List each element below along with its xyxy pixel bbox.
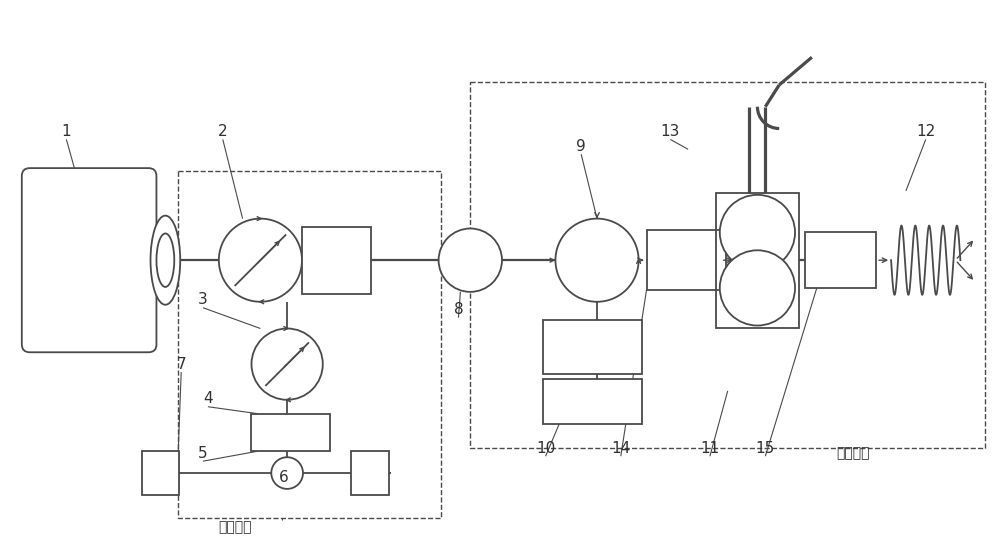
Ellipse shape bbox=[151, 215, 180, 305]
Bar bbox=[251, 413, 330, 451]
Text: 8: 8 bbox=[454, 302, 463, 317]
Bar bbox=[302, 227, 371, 294]
Bar bbox=[647, 230, 726, 290]
Text: 12: 12 bbox=[916, 124, 935, 139]
Circle shape bbox=[219, 219, 302, 302]
Circle shape bbox=[720, 195, 795, 270]
Text: 4: 4 bbox=[203, 391, 213, 406]
Text: 13: 13 bbox=[661, 124, 680, 139]
Bar bbox=[178, 171, 441, 518]
Text: 6: 6 bbox=[279, 470, 289, 485]
Circle shape bbox=[439, 229, 502, 292]
Text: 抛雪系统: 抛雪系统 bbox=[837, 446, 870, 460]
Text: 14: 14 bbox=[611, 441, 630, 456]
Text: 行走系统: 行走系统 bbox=[218, 521, 251, 535]
Bar bbox=[716, 193, 799, 328]
Bar bbox=[142, 451, 179, 495]
Circle shape bbox=[720, 251, 795, 325]
Bar bbox=[470, 82, 985, 448]
FancyBboxPatch shape bbox=[22, 168, 156, 352]
Text: 7: 7 bbox=[176, 357, 186, 372]
Bar bbox=[543, 379, 642, 424]
Text: 11: 11 bbox=[700, 441, 720, 456]
Circle shape bbox=[271, 457, 303, 489]
Text: 3: 3 bbox=[198, 292, 208, 307]
Bar bbox=[543, 320, 642, 374]
Text: 9: 9 bbox=[576, 139, 586, 154]
Ellipse shape bbox=[156, 233, 174, 287]
Text: 10: 10 bbox=[536, 441, 555, 456]
Circle shape bbox=[555, 219, 639, 302]
Text: 5: 5 bbox=[198, 446, 208, 461]
Bar bbox=[351, 451, 389, 495]
Circle shape bbox=[251, 329, 323, 400]
Bar bbox=[805, 233, 876, 288]
Text: 1: 1 bbox=[62, 124, 71, 139]
Text: 15: 15 bbox=[756, 441, 775, 456]
Text: 2: 2 bbox=[218, 124, 228, 139]
